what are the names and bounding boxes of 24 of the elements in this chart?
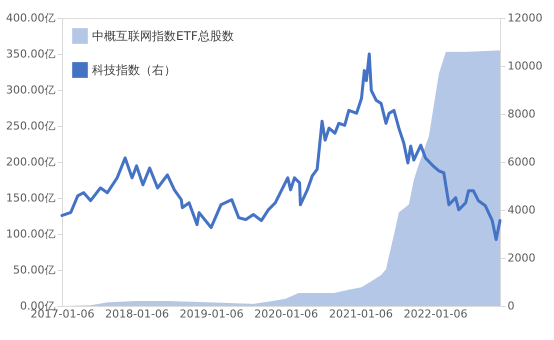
y-tick-label: 350.00亿 [6, 48, 56, 60]
y2-tick-label: 8000 [508, 108, 536, 120]
y2-tick-label: 2000 [508, 252, 536, 264]
legend-label: 科技指数（右） [92, 63, 176, 77]
line-series [60, 52, 502, 242]
y2-tick-label: 4000 [508, 204, 536, 216]
y2-tick-label: 0 [508, 300, 514, 312]
legend-label: 中概互联网指数ETF总股数 [92, 29, 234, 43]
y2-tick-label: 6000 [508, 156, 536, 168]
y-tick-label: 100.00亿 [6, 228, 56, 240]
y2-tick-label: 10000 [508, 60, 542, 72]
x-tick-label: 2020-01-06 [254, 308, 318, 320]
x-tick-label: 2017-01-06 [30, 308, 94, 320]
x-tick-label: 2019-01-06 [180, 308, 244, 320]
y2-tick-label: 12000 [508, 12, 542, 24]
y-tick-label: 400.00亿 [6, 12, 56, 24]
x-tick-label: 2022-01-06 [404, 308, 468, 320]
y-tick-label: 200.00亿 [6, 156, 56, 168]
y-tick-label: 300.00亿 [6, 84, 56, 96]
y-tick-label: 50.00亿 [13, 264, 56, 276]
y-tick-label: 250.00亿 [6, 120, 56, 132]
x-tick-label: 2021-01-06 [329, 308, 393, 320]
x-tick-label: 2018-01-06 [105, 308, 170, 320]
y-tick-label: 150.00亿 [6, 192, 56, 204]
